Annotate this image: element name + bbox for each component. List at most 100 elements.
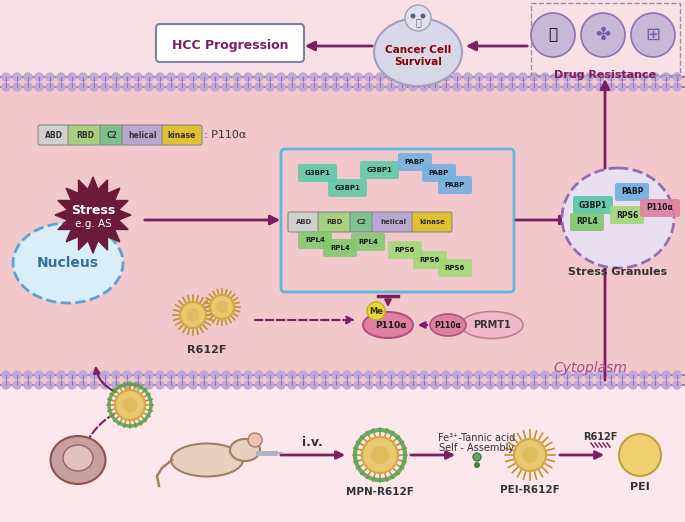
Text: Self - Assembly: Self - Assembly xyxy=(440,443,514,453)
Circle shape xyxy=(123,83,131,91)
Circle shape xyxy=(79,371,87,379)
FancyBboxPatch shape xyxy=(570,213,604,231)
Circle shape xyxy=(442,371,450,379)
FancyBboxPatch shape xyxy=(298,164,337,182)
Circle shape xyxy=(453,371,461,379)
Circle shape xyxy=(585,83,593,91)
Circle shape xyxy=(618,381,626,389)
Text: C2: C2 xyxy=(357,219,367,225)
Circle shape xyxy=(123,73,131,81)
Circle shape xyxy=(673,371,681,379)
Circle shape xyxy=(596,73,604,81)
Circle shape xyxy=(607,371,615,379)
Circle shape xyxy=(332,73,340,81)
Circle shape xyxy=(631,13,675,57)
Circle shape xyxy=(222,371,230,379)
Circle shape xyxy=(530,83,538,91)
Circle shape xyxy=(497,83,505,91)
Circle shape xyxy=(367,302,385,320)
Circle shape xyxy=(112,83,120,91)
Circle shape xyxy=(2,83,10,91)
Text: i.v.: i.v. xyxy=(301,435,323,448)
Circle shape xyxy=(596,83,604,91)
Circle shape xyxy=(519,381,527,389)
Text: PEI: PEI xyxy=(630,482,650,492)
Circle shape xyxy=(2,371,10,379)
Circle shape xyxy=(508,83,516,91)
Circle shape xyxy=(200,381,208,389)
FancyBboxPatch shape xyxy=(38,125,70,145)
Circle shape xyxy=(387,83,395,91)
Circle shape xyxy=(90,73,98,81)
Circle shape xyxy=(629,73,637,81)
FancyBboxPatch shape xyxy=(360,161,399,179)
FancyBboxPatch shape xyxy=(288,212,320,232)
Text: P110α: P110α xyxy=(434,321,462,329)
Text: RPL4: RPL4 xyxy=(305,237,325,243)
Circle shape xyxy=(519,371,527,379)
Circle shape xyxy=(112,73,120,81)
Circle shape xyxy=(607,83,615,91)
FancyBboxPatch shape xyxy=(156,24,304,62)
Circle shape xyxy=(310,381,318,389)
Circle shape xyxy=(46,381,54,389)
FancyBboxPatch shape xyxy=(413,251,447,269)
Circle shape xyxy=(211,83,219,91)
Circle shape xyxy=(530,371,538,379)
Text: RPL4: RPL4 xyxy=(358,239,378,245)
Circle shape xyxy=(222,83,230,91)
Circle shape xyxy=(453,73,461,81)
Circle shape xyxy=(376,371,384,379)
Circle shape xyxy=(442,381,450,389)
Circle shape xyxy=(365,381,373,389)
Circle shape xyxy=(651,73,659,81)
Circle shape xyxy=(618,83,626,91)
Circle shape xyxy=(387,73,395,81)
FancyBboxPatch shape xyxy=(372,212,414,232)
Text: PABP: PABP xyxy=(445,182,465,188)
FancyBboxPatch shape xyxy=(610,206,644,224)
Text: G3BP1: G3BP1 xyxy=(305,170,330,176)
Circle shape xyxy=(640,83,648,91)
Circle shape xyxy=(57,83,65,91)
Circle shape xyxy=(178,381,186,389)
FancyBboxPatch shape xyxy=(350,212,374,232)
Text: helical: helical xyxy=(380,219,406,225)
Circle shape xyxy=(244,381,252,389)
Circle shape xyxy=(13,73,21,81)
Circle shape xyxy=(255,381,263,389)
Text: Me: Me xyxy=(369,306,383,315)
Circle shape xyxy=(442,73,450,81)
Circle shape xyxy=(90,371,98,379)
Circle shape xyxy=(35,83,43,91)
Circle shape xyxy=(563,371,571,379)
Circle shape xyxy=(134,73,142,81)
Circle shape xyxy=(585,371,593,379)
Circle shape xyxy=(371,446,389,464)
Circle shape xyxy=(244,371,252,379)
Circle shape xyxy=(464,83,472,91)
Text: Fe³⁺-Tannic acid: Fe³⁺-Tannic acid xyxy=(438,433,516,443)
Circle shape xyxy=(332,83,340,91)
Circle shape xyxy=(497,73,505,81)
Circle shape xyxy=(156,371,164,379)
Circle shape xyxy=(332,381,340,389)
Circle shape xyxy=(24,83,32,91)
Circle shape xyxy=(420,83,428,91)
Circle shape xyxy=(90,381,98,389)
FancyBboxPatch shape xyxy=(422,164,456,182)
Circle shape xyxy=(57,73,65,81)
Circle shape xyxy=(211,371,219,379)
Circle shape xyxy=(662,73,670,81)
Circle shape xyxy=(420,371,428,379)
Text: RPL4: RPL4 xyxy=(330,245,350,251)
Circle shape xyxy=(222,73,230,81)
Ellipse shape xyxy=(230,439,260,461)
Circle shape xyxy=(519,83,527,91)
Circle shape xyxy=(321,381,329,389)
FancyBboxPatch shape xyxy=(323,239,357,257)
Text: RBD: RBD xyxy=(76,130,94,139)
Circle shape xyxy=(475,73,483,81)
Circle shape xyxy=(277,83,285,91)
Circle shape xyxy=(134,83,142,91)
